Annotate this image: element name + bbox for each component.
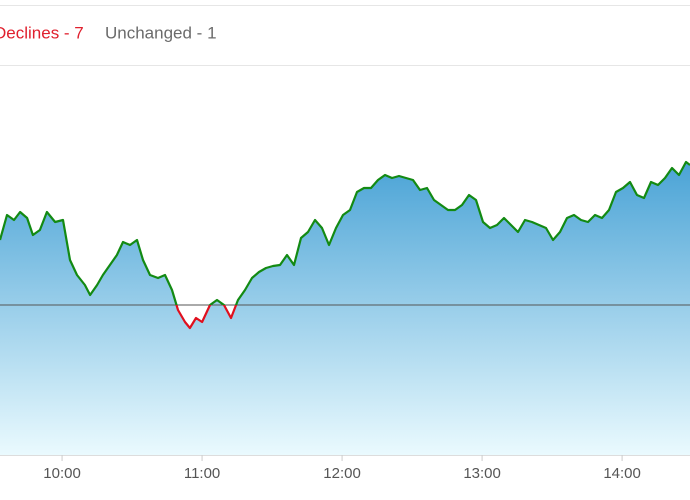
x-tick-label: 13:00 bbox=[463, 465, 501, 482]
x-tick-label: 12:00 bbox=[323, 465, 361, 482]
x-tick-label: 14:00 bbox=[603, 465, 641, 482]
area bbox=[0, 162, 690, 455]
header-bar bbox=[0, 0, 690, 65]
x-tick-label: 10:00 bbox=[43, 465, 81, 482]
price-line bbox=[0, 160, 690, 330]
unchanged-count[interactable]: Unchanged - 1 bbox=[105, 23, 217, 42]
declines-count[interactable]: Declines - 7 bbox=[0, 23, 84, 42]
x-tick-label: 11:00 bbox=[184, 465, 220, 482]
